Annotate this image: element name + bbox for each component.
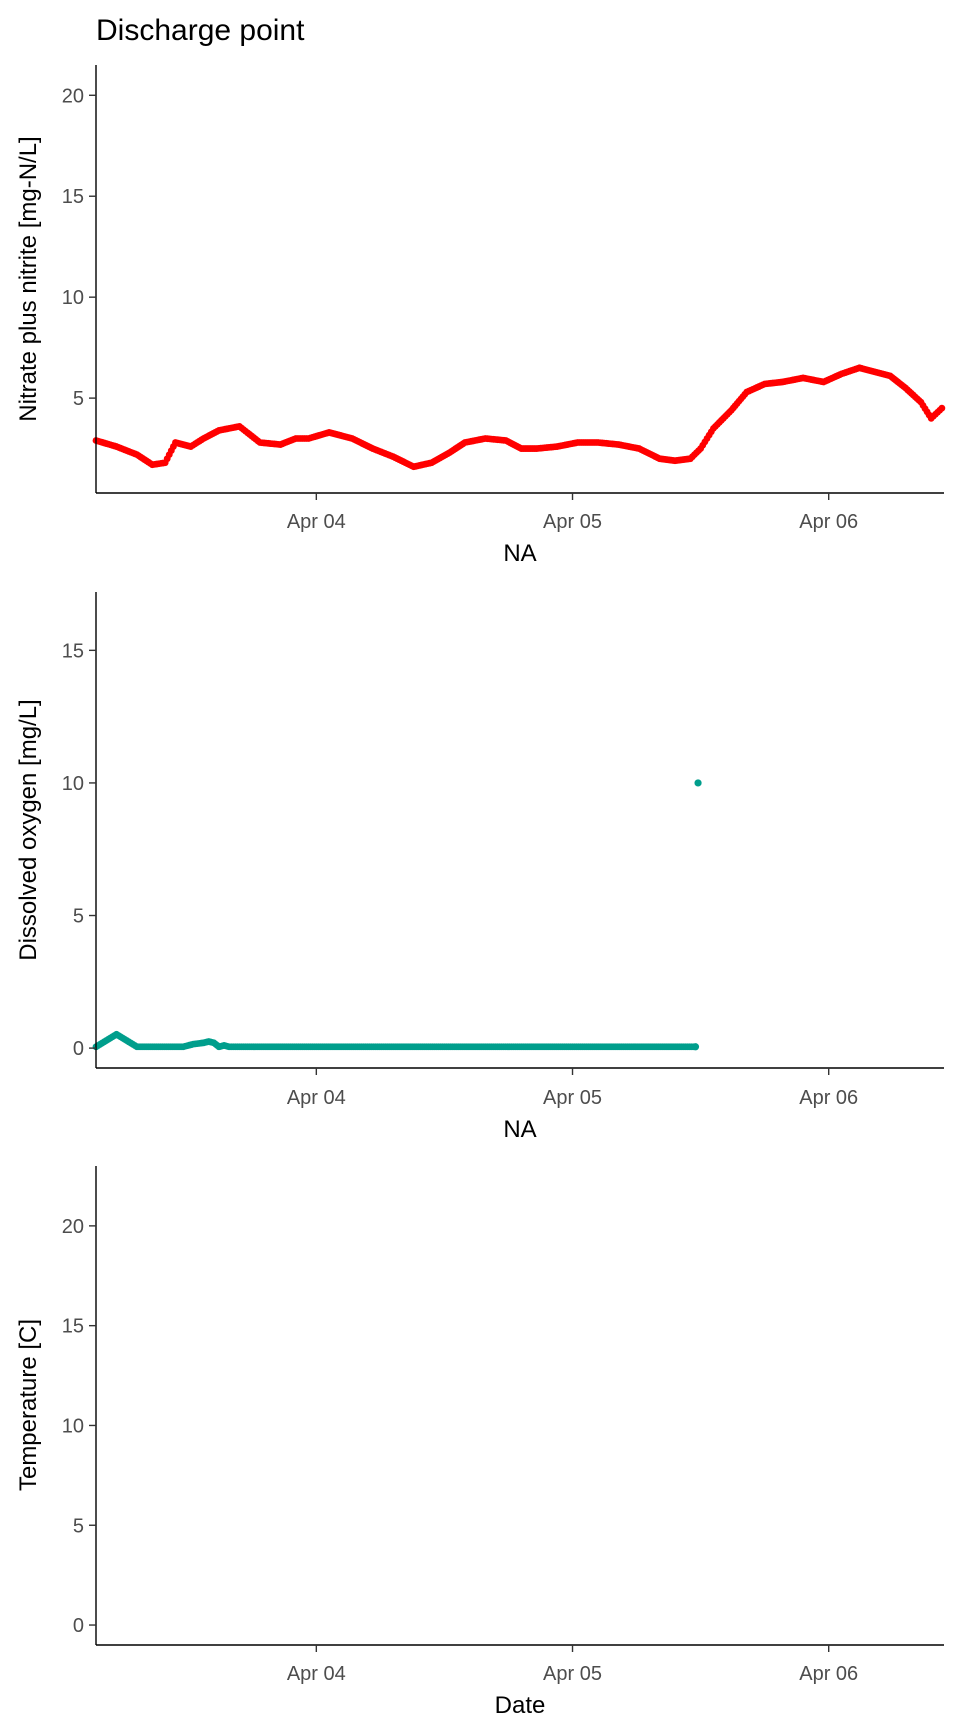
oxygen-panel: 0 5 10 15 Apr 04 Apr 05 Apr 06 NA Dissolved o… [15, 592, 944, 1143]
y-ticks: 0 5 10 15 [62, 640, 96, 1060]
y-tick-label: 15 [62, 186, 84, 208]
oxygen-points [92, 779, 702, 1051]
x-tick-label: Apr 05 [543, 511, 602, 533]
y-axis-title: Dissolved oxygen [mg/L] [15, 699, 42, 960]
x-tick-label: Apr 04 [287, 511, 346, 533]
y-tick-label: 10 [62, 1415, 84, 1437]
chart-title: Discharge point [96, 14, 305, 47]
x-tick-label: Apr 06 [799, 511, 858, 533]
x-tick-label: Apr 05 [543, 1087, 602, 1109]
y-axis-title: Temperature [C] [15, 1319, 42, 1491]
y-tick-label: 10 [62, 773, 84, 795]
y-tick-label: 15 [62, 640, 84, 662]
y-tick-label: 0 [73, 1038, 84, 1060]
x-ticks: Apr 04 Apr 05 Apr 06 [287, 1645, 858, 1685]
nitrate-points [92, 364, 946, 471]
x-axis-title: Date [495, 1692, 546, 1719]
x-tick-label: Apr 04 [287, 1087, 346, 1109]
data-point [938, 404, 946, 412]
x-ticks: Apr 04 Apr 05 Apr 06 [287, 1068, 858, 1109]
x-ticks: Apr 04 Apr 05 Apr 06 [287, 493, 858, 533]
x-tick-label: Apr 05 [543, 1663, 602, 1685]
y-ticks: 5 10 15 20 [62, 85, 96, 410]
y-tick-label: 5 [73, 388, 84, 410]
y-tick-label: 15 [62, 1316, 84, 1338]
y-tick-label: 20 [62, 85, 84, 107]
x-tick-label: Apr 04 [287, 1663, 346, 1685]
y-tick-label: 20 [62, 1216, 84, 1238]
x-tick-label: Apr 06 [799, 1087, 858, 1109]
x-axis-title: NA [503, 540, 536, 567]
y-tick-label: 5 [73, 1515, 84, 1537]
data-point [691, 1043, 700, 1051]
nitrate-panel: 5 10 15 20 Apr 04 Apr 05 Apr 06 NA Nitrate pl… [15, 65, 946, 567]
x-tick-label: Apr 06 [799, 1663, 858, 1685]
y-tick-label: 0 [73, 1615, 84, 1637]
data-point [694, 779, 702, 787]
y-tick-label: 10 [62, 287, 84, 309]
y-tick-label: 5 [73, 906, 84, 928]
x-axis-title: NA [503, 1116, 536, 1143]
y-ticks: 0 5 10 15 20 [62, 1216, 96, 1637]
y-axis-title: Nitrate plus nitrite [mg-N/L] [15, 136, 42, 421]
temperature-panel: 0 5 10 15 20 Apr 04 Apr 05 Apr 06 Date Tempera… [15, 1166, 944, 1719]
